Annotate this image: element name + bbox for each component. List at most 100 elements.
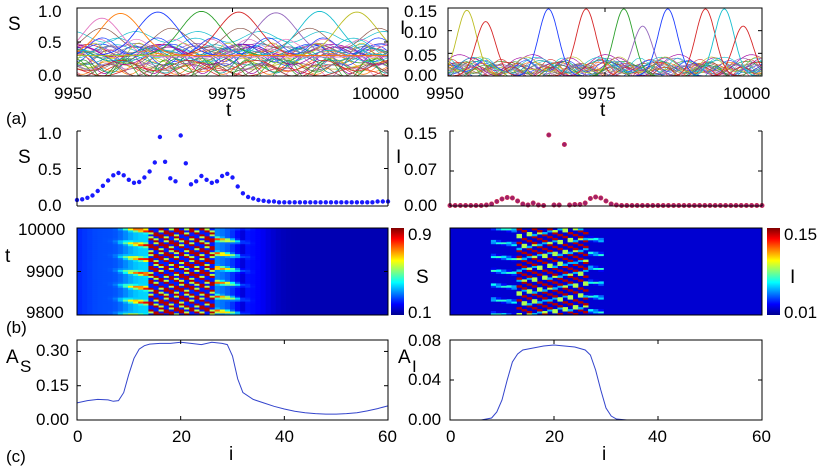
b-left-heatmap-cell: [112, 253, 119, 257]
b-left-heatmap-cell: [168, 255, 175, 259]
b-left-heatmap-cell: [240, 230, 246, 233]
b-left-heatmap-cell: [138, 233, 144, 237]
b-left-heatmap-cell: [235, 265, 241, 268]
b-left-heatmap-cell: [153, 305, 159, 308]
b-left-heatmap-cell: [102, 301, 108, 304]
b-right-heatmap-cell: [490, 285, 497, 288]
b-left-heatmap-cell: [280, 305, 287, 308]
b-left-point: [261, 198, 266, 203]
b-left-heatmap-cell: [224, 228, 231, 231]
b-left-heatmap-cell: [143, 253, 149, 257]
b-left-heatmap-cell: [230, 259, 236, 262]
b-left-heatmap-cell: [224, 249, 231, 253]
b-left-heatmap-cell: [230, 267, 236, 270]
b-left-heatmap-cell: [219, 303, 226, 306]
b-left-heatmap-cell: [143, 263, 149, 266]
b-left-heatmap-cell: [173, 228, 180, 231]
b-left-heatmap-cell: [255, 293, 261, 296]
b-left-heatmap-cell: [199, 301, 205, 304]
b-right-heatmap-cell: [572, 239, 579, 243]
b-left-heatmap-cell: [280, 277, 287, 280]
b-left-heatmap-cell: [306, 259, 312, 262]
b-left-heatmap-cell: [280, 275, 287, 278]
b-left-heatmap-cell: [138, 230, 144, 233]
b-left-heatmap-cell: [102, 283, 108, 286]
b-left-heatmap-cell: [133, 301, 139, 304]
b-left-point: [313, 200, 318, 205]
b-left-heatmap-cell: [301, 285, 307, 288]
b-left-heatmap-cell: [163, 305, 170, 308]
b-left-heatmap-cell: [260, 255, 266, 259]
b-left-heatmap-cell: [112, 295, 119, 298]
b-left-heatmap-cell: [311, 267, 317, 270]
b-left-heatmap-cell: [133, 313, 139, 315]
b-left-heatmap-cell: [357, 255, 363, 259]
b-left-heatmap-cell: [143, 232, 149, 235]
b-left-heatmap-cell: [280, 283, 287, 286]
b-left-heatmap-cell: [173, 247, 180, 251]
b-left-heatmap-cell: [382, 257, 388, 261]
b-left-heatmap-cell: [316, 279, 323, 282]
b-left-heatmap-cell: [342, 297, 348, 300]
b-right-heatmap-cell: [583, 247, 589, 251]
b-left-heatmap-cell: [117, 230, 124, 233]
b-left-heatmap-cell: [87, 233, 93, 237]
b-left-heatmap-cell: [82, 287, 88, 290]
b-left-heatmap-cell: [163, 291, 170, 294]
b-left-heatmap-cell: [194, 230, 200, 233]
b-left-heatmap-cell: [82, 255, 88, 259]
b-right-heatmap-cell: [516, 249, 522, 253]
b-right-heatmap-cell: [547, 285, 553, 288]
b-left-heatmap-cell: [214, 287, 221, 290]
b-left-heatmap-cell: [270, 255, 277, 259]
b-left-heatmap-cell: [235, 309, 241, 312]
b-left-heatmap-cell: [107, 295, 114, 298]
b-left-heatmap-cell: [280, 281, 287, 284]
b-left-heatmap-cell: [240, 299, 246, 302]
b-left-heatmap-cell: [122, 271, 129, 274]
b-left-heatmap-cell: [143, 293, 149, 296]
b-left-heatmap-cell: [326, 245, 333, 249]
b-left-heatmap-cell: [362, 283, 368, 286]
b-left-heatmap-cell: [342, 285, 348, 288]
b-left-heatmap-cell: [102, 313, 108, 315]
b-right-heatmap-cell: [593, 283, 599, 286]
b-left-heatmap-cell: [133, 285, 139, 288]
b-left-heatmap-cell: [280, 285, 287, 288]
b-left-heatmap-cell: [168, 245, 175, 249]
b-left-heatmap-cell: [377, 243, 384, 247]
b-left-heatmap-cell: [148, 257, 154, 261]
b-left-heatmap-cell: [260, 289, 266, 292]
b-left-heatmap-cell: [255, 307, 261, 310]
b-left-heatmap-cell: [138, 289, 144, 292]
b-left-heatmap-cell: [235, 295, 241, 298]
b-left-heatmap-cell: [107, 253, 114, 257]
b-left-heatmap-cell: [163, 249, 170, 253]
b-right-heatmap-cell: [506, 255, 512, 259]
a-right-trace: [448, 64, 762, 76]
b-left-heatmap-cell: [311, 277, 317, 280]
b-left-heatmap-cell: [128, 277, 134, 280]
b-right-heatmap-cell: [501, 313, 507, 315]
b-left-heatmap-cell: [311, 293, 317, 296]
b-right-heatmap-cell: [567, 275, 574, 278]
b-left-heatmap-cell: [372, 281, 379, 284]
b-left-heatmap-cell: [97, 291, 103, 294]
b-left-heatmap-cell: [240, 241, 246, 245]
b-left-heatmap-cell: [87, 269, 93, 272]
b-left-heatmap-cell: [92, 239, 98, 243]
b-left-heatmap-cell: [372, 259, 379, 262]
b-left-heatmap-cell: [209, 257, 216, 261]
b-left-heatmap-cell: [255, 255, 261, 259]
b-left-heatmap-cell: [224, 233, 231, 237]
b-left-heatmap-cell: [189, 265, 195, 268]
b-left-heatmap-cell: [153, 267, 159, 270]
b-left-heatmap-cell: [270, 303, 277, 306]
b-left-heatmap-cell: [362, 255, 368, 259]
b-left-heatmap-cell: [133, 253, 139, 257]
b-left-heatmap-cell: [77, 313, 83, 315]
b-left-heatmap-cell: [153, 281, 159, 284]
b-left-heatmap-cell: [133, 271, 139, 274]
b-left-heatmap-cell: [342, 241, 348, 245]
b-left-heatmap-cell: [102, 295, 108, 298]
